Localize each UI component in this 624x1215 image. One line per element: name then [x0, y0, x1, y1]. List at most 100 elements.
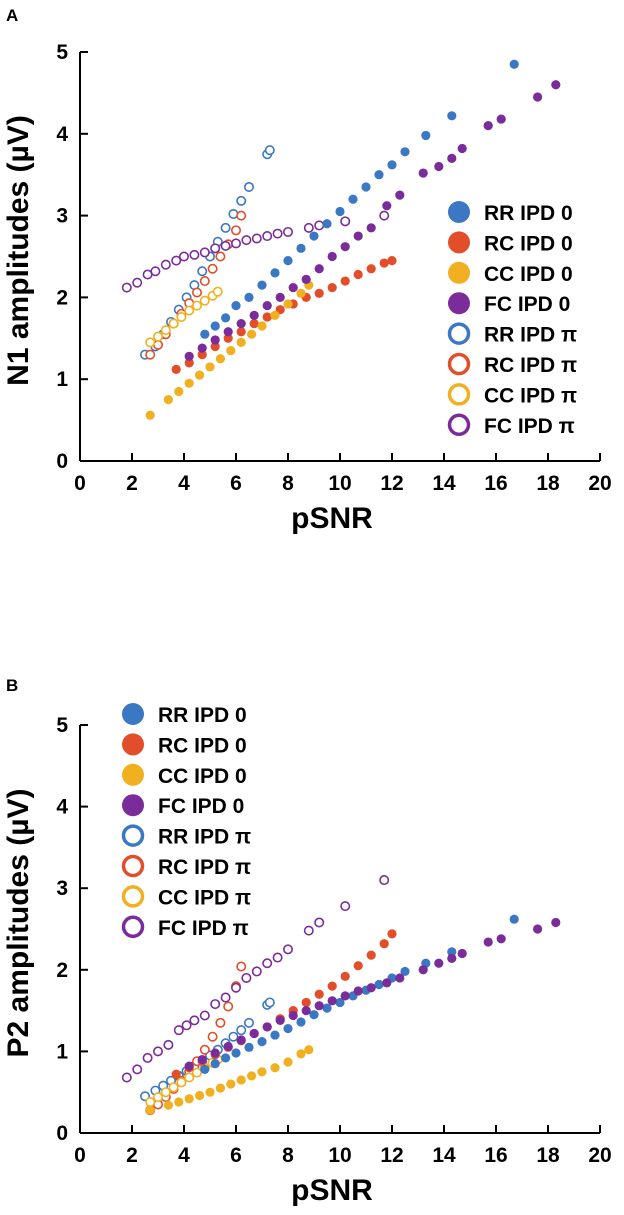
data-point [447, 947, 457, 957]
data-point [340, 276, 350, 286]
data-point [322, 219, 332, 229]
legend-marker [122, 703, 144, 725]
legend-label: RR IPD π [158, 826, 251, 849]
data-point [400, 147, 410, 157]
data-point [145, 349, 156, 360]
data-point [184, 378, 194, 388]
data-point [314, 264, 324, 274]
data-point [249, 1028, 259, 1039]
data-point [223, 327, 233, 337]
data-point [210, 341, 220, 352]
data-point [327, 996, 337, 1006]
data-point [288, 282, 298, 293]
data-point [457, 948, 467, 959]
data-point [340, 971, 350, 981]
data-point [340, 242, 350, 252]
data-point [197, 266, 208, 277]
data-point [236, 327, 246, 337]
data-point [121, 282, 132, 293]
data-point [197, 350, 207, 360]
data-point [296, 1049, 306, 1059]
data-point [283, 255, 293, 266]
data-point [197, 1054, 207, 1065]
x-tick-label: 6 [230, 1144, 242, 1167]
data-point [340, 901, 351, 912]
data-point [199, 1044, 210, 1055]
x-tick-label: 2 [126, 1144, 138, 1167]
data-point [447, 153, 457, 163]
data-point [249, 310, 259, 320]
data-point [496, 934, 506, 944]
series-fc-ipdpi [121, 875, 390, 1083]
data-point [168, 318, 179, 329]
data-point [264, 145, 275, 156]
legend-marker [121, 824, 145, 847]
data-point [221, 1053, 231, 1063]
data-point [303, 222, 314, 233]
data-point [457, 143, 467, 154]
data-point [142, 1052, 153, 1063]
y-tick-label: 4 [56, 796, 68, 819]
data-point [374, 979, 384, 990]
data-point [379, 210, 390, 221]
series-fc-ipdpi [121, 210, 390, 293]
data-point [533, 92, 543, 102]
data-point [226, 1079, 236, 1089]
data-point [379, 258, 389, 268]
series-cc-ipdpi [145, 286, 223, 348]
data-point [179, 251, 190, 262]
data-point [309, 231, 319, 241]
data-point [327, 251, 337, 262]
y-axis-title: N1 amplitudes (µV) [2, 115, 35, 386]
data-point [197, 343, 207, 353]
x-axis-title: pSNR [291, 1174, 373, 1207]
legend-label: RR IPD 0 [484, 202, 573, 225]
data-point [241, 235, 252, 246]
data-point [395, 973, 405, 983]
x-tick-label: 14 [432, 1144, 456, 1167]
data-point [387, 255, 397, 266]
data-point [509, 59, 519, 69]
legend-marker [447, 352, 471, 376]
data-point [171, 255, 182, 266]
data-point [184, 1061, 194, 1071]
data-point [275, 292, 285, 302]
x-tick-label: 20 [588, 472, 611, 495]
data-point [132, 277, 143, 288]
legend-label: CC IPD 0 [158, 765, 247, 788]
data-point [244, 1042, 254, 1052]
x-tick-label: 10 [328, 472, 351, 495]
data-point [303, 925, 314, 936]
data-point [210, 321, 220, 331]
data-point [221, 313, 231, 323]
data-point [340, 216, 351, 227]
data-point [199, 295, 210, 306]
data-point [220, 992, 231, 1003]
data-point [236, 337, 246, 347]
data-point [153, 331, 164, 342]
x-tick-label: 8 [282, 1144, 294, 1167]
data-point [226, 345, 236, 356]
data-point [192, 300, 203, 311]
legend-marker [447, 383, 471, 406]
data-point [496, 114, 506, 124]
data-point [282, 944, 293, 955]
data-point [262, 958, 273, 969]
data-point [353, 231, 363, 241]
legend-label: FC IPD π [484, 415, 575, 438]
data-point [241, 972, 252, 983]
data-point [301, 274, 311, 285]
data-point [184, 1072, 195, 1083]
legend-label: RR IPD 0 [158, 704, 247, 727]
legend-marker [121, 854, 145, 878]
data-point [379, 875, 390, 886]
data-point [382, 201, 392, 211]
x-tick-label: 18 [536, 1144, 560, 1167]
data-point [184, 305, 195, 316]
data-point [145, 1105, 155, 1115]
x-tick-label: 0 [74, 472, 86, 495]
data-point [272, 952, 283, 963]
data-point [199, 247, 210, 258]
